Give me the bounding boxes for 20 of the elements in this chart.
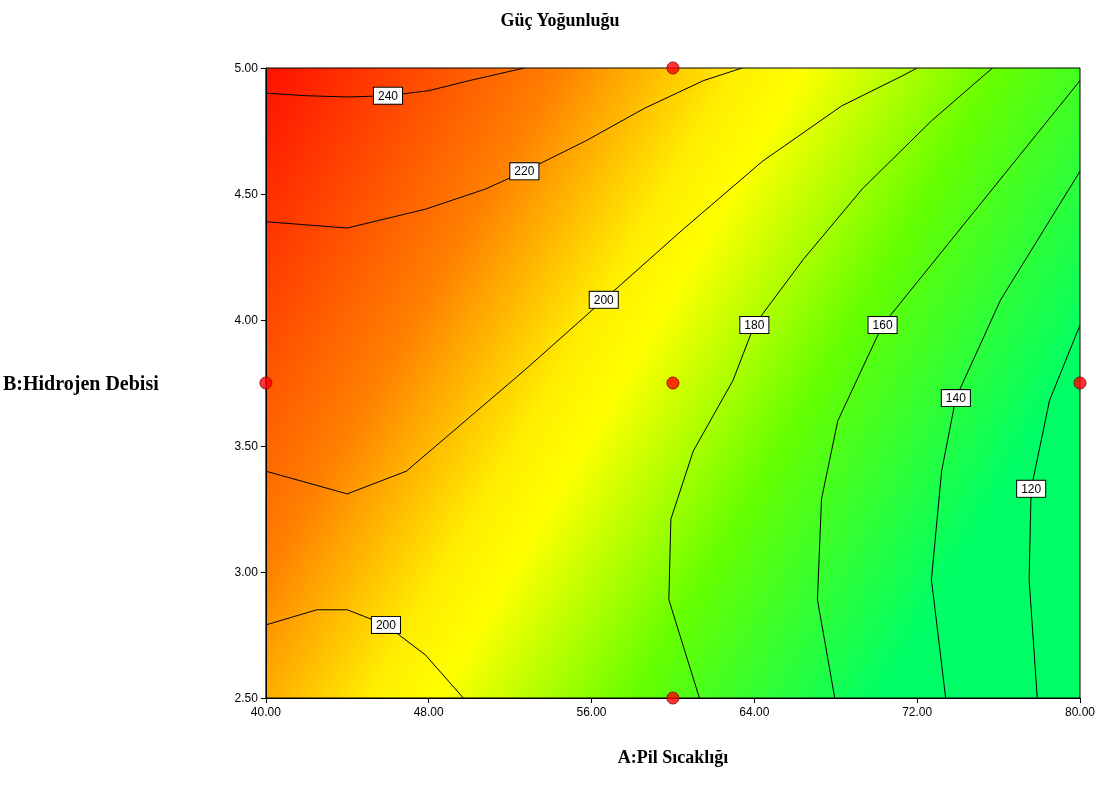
point	[666, 61, 680, 75]
point	[1073, 376, 1087, 390]
x-axis-title: A:Pil Sıcaklığı	[617, 747, 729, 767]
point	[666, 691, 680, 705]
x-tick-label: 48.00	[413, 705, 445, 719]
point	[259, 376, 273, 390]
y-tick-label: 4.50	[234, 187, 259, 201]
y-tick-label: 3.00	[234, 565, 259, 579]
point	[666, 376, 680, 390]
x-tick-label: 80.00	[1064, 705, 1096, 719]
y-tick-label: 4.00	[234, 313, 259, 327]
x-tick-label: 72.00	[902, 705, 933, 719]
chart-title: Güç Yoğunluğu	[500, 10, 620, 30]
y-tick-label: 5.00	[234, 61, 259, 75]
x-tick-label: 40.00	[250, 705, 282, 719]
x-tick-label: 56.00	[576, 705, 607, 719]
y-tick-label: 2.50	[234, 691, 259, 705]
y-axis-title: B:Hidrojen Debisi	[2, 372, 160, 395]
y-tick-label: 3.50	[234, 439, 259, 453]
x-tick-label: 64.00	[739, 705, 770, 719]
